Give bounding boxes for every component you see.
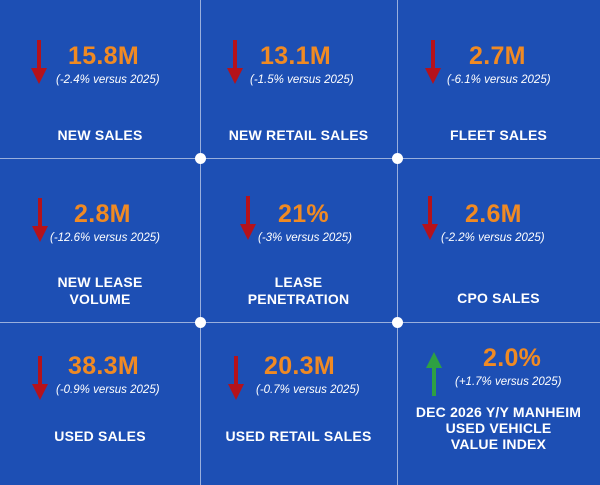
metric-value: 2.0% — [483, 344, 542, 372]
metric-label: LEASE PENETRATION — [247, 274, 350, 307]
tile-manheim-used-vehicle-value-index: 2.0% (+1.7% versus 2025) DEC 2026 Y/Y MA… — [397, 322, 600, 485]
grid-divider — [397, 0, 398, 485]
down-arrow-icon — [422, 196, 438, 240]
metric-change: (-0.7% versus 2025) — [256, 384, 360, 396]
metric-label: NEW SALES — [57, 127, 143, 143]
metric-change: (-2.4% versus 2025) — [56, 74, 160, 86]
grid-divider — [0, 322, 600, 323]
tile-new-lease-volume: 2.8M (-12.6% versus 2025) NEW LEASE VOLU… — [0, 158, 200, 322]
metric-change: (-12.6% versus 2025) — [50, 232, 160, 244]
down-arrow-icon — [228, 356, 244, 400]
down-arrow-icon — [227, 40, 243, 84]
tile-cpo-sales: 2.6M (-2.2% versus 2025) CPO SALES — [397, 158, 600, 322]
grid-node — [392, 153, 403, 164]
down-arrow-icon — [32, 198, 48, 242]
down-arrow-icon — [32, 356, 48, 400]
down-arrow-icon — [31, 40, 47, 84]
metric-change: (+1.7% versus 2025) — [455, 376, 562, 388]
grid-divider — [0, 158, 600, 159]
metric-label: FLEET SALES — [449, 127, 548, 143]
metric-value: 38.3M — [68, 352, 139, 380]
grid-node — [392, 317, 403, 328]
metric-change: (-1.5% versus 2025) — [250, 74, 354, 86]
metric-value: 2.7M — [469, 42, 526, 70]
metric-label: NEW LEASE VOLUME — [57, 274, 143, 307]
metric-value: 2.8M — [74, 200, 131, 228]
grid-divider — [200, 0, 201, 485]
metric-label: USED RETAIL SALES — [225, 428, 372, 444]
tile-used-retail-sales: 20.3M (-0.7% versus 2025) USED RETAIL SA… — [200, 322, 397, 485]
metric-label: CPO SALES — [457, 290, 540, 306]
tile-new-sales: 15.8M (-2.4% versus 2025) NEW SALES — [0, 0, 200, 158]
metric-value: 15.8M — [68, 42, 139, 70]
tile-new-retail-sales: 13.1M (-1.5% versus 2025) NEW RETAIL SAL… — [200, 0, 397, 158]
metric-value: 13.1M — [260, 42, 331, 70]
metric-value: 2.6M — [465, 200, 522, 228]
metric-label: DEC 2026 Y/Y MANHEIM USED VEHICLE VALUE … — [415, 404, 582, 452]
down-arrow-icon — [425, 40, 441, 84]
metric-change: (-3% versus 2025) — [258, 232, 352, 244]
tile-lease-penetration: 21% (-3% versus 2025) LEASE PENETRATION — [200, 158, 397, 322]
metric-label: NEW RETAIL SALES — [228, 127, 369, 143]
metric-change: (-6.1% versus 2025) — [447, 74, 551, 86]
tile-fleet-sales: 2.7M (-6.1% versus 2025) FLEET SALES — [397, 0, 600, 158]
metric-label: USED SALES — [54, 428, 146, 444]
down-arrow-icon — [240, 196, 256, 240]
metric-change: (-0.9% versus 2025) — [56, 384, 160, 396]
metric-value: 20.3M — [264, 352, 335, 380]
metric-value: 21% — [278, 200, 329, 228]
up-arrow-icon — [426, 352, 442, 396]
metric-change: (-2.2% versus 2025) — [441, 232, 545, 244]
grid-node — [195, 317, 206, 328]
tile-used-sales: 38.3M (-0.9% versus 2025) USED SALES — [0, 322, 200, 485]
grid-node — [195, 153, 206, 164]
